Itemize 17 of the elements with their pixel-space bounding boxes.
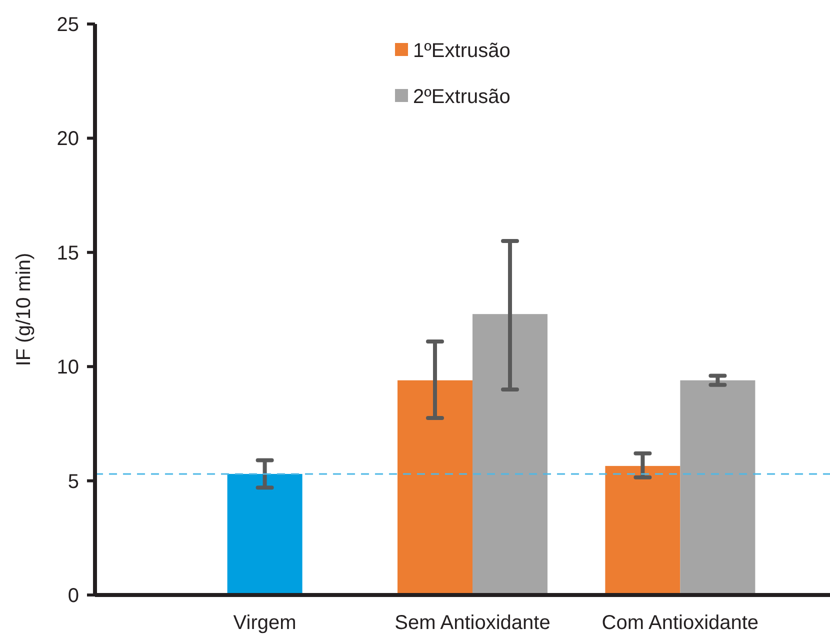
x-tick-label: Virgem — [233, 612, 296, 634]
bar — [472, 314, 548, 595]
bar — [398, 380, 472, 595]
y-tick-label: 10 — [56, 356, 79, 379]
bar — [605, 466, 680, 595]
y-tick-label: 0 — [68, 585, 79, 607]
y-axis-title: IF (g/10 min) — [13, 252, 35, 366]
bar — [227, 474, 302, 595]
legend-label: 1ºExtrusão — [413, 40, 510, 62]
y-tick-label: 20 — [56, 128, 79, 150]
bar — [680, 380, 756, 595]
y-tick-label: 15 — [56, 242, 79, 264]
x-tick-label: Sem Antioxidante — [394, 612, 550, 634]
y-tick-label: 5 — [68, 470, 79, 493]
y-tick-label: 25 — [56, 14, 79, 36]
legend-label: 2ºExtrusão — [413, 86, 510, 108]
x-tick-label: Com Antioxidante — [602, 612, 759, 634]
